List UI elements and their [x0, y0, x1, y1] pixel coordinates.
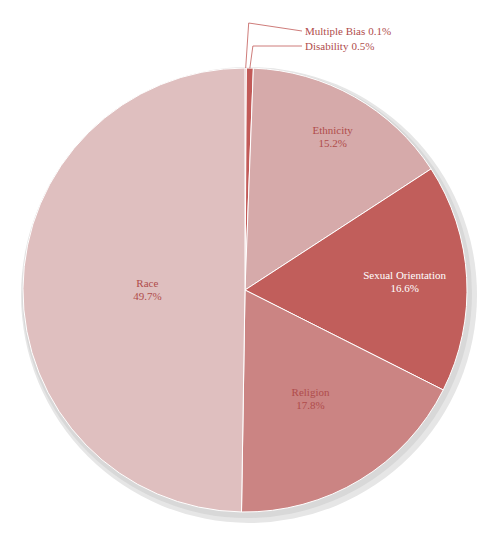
leader-line	[250, 46, 302, 68]
slice	[242, 290, 444, 512]
value-label: 16.6%	[390, 282, 418, 294]
value-label: 15.2%	[318, 137, 346, 149]
slice	[23, 68, 245, 512]
labels: Multiple Bias0.1% Disability0.5% Ethnicity…	[133, 23, 446, 411]
slice-label: Ethnicity	[312, 124, 353, 136]
leader-line	[246, 23, 302, 68]
slice-label: Multiple Bias	[305, 25, 365, 37]
chart: Multiple Bias0.1% Disability0.5% Ethnicity…	[0, 0, 500, 546]
slice-label: Religion	[292, 386, 330, 398]
shadow	[21, 67, 477, 523]
pie	[23, 68, 467, 512]
slice-label: Race	[136, 277, 158, 289]
shadow	[22, 68, 472, 518]
value-label: 0.1%	[368, 25, 391, 37]
value-label: 0.5%	[351, 40, 374, 52]
slice-label: Sexual Orientation	[363, 269, 446, 281]
slice-label: Disability	[305, 40, 349, 52]
value-label: 49.7%	[133, 290, 161, 302]
value-label: 17.8%	[296, 399, 324, 411]
